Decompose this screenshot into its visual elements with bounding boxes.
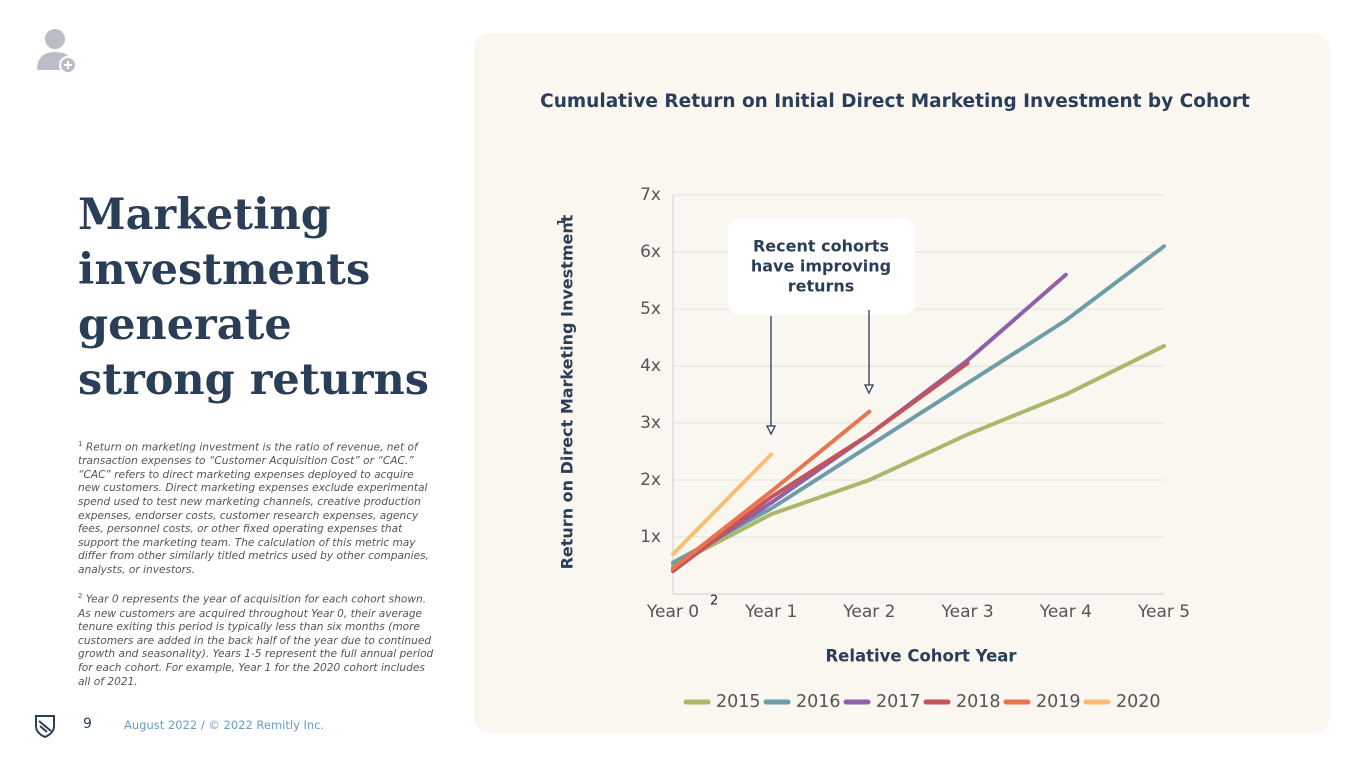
series-line <box>671 244 1166 565</box>
x-tick-label: Year 1 <box>744 602 797 622</box>
legend-label: 2015 <box>716 692 761 712</box>
x-tick-label: Year 3 <box>940 602 993 622</box>
annotation: returns <box>788 277 855 296</box>
y-tick-label: 3x <box>640 413 661 433</box>
footnote-text: Return on marketing investment is the ra… <box>78 441 429 576</box>
footnote-text: Year 0 represents the year of acquisitio… <box>78 594 434 688</box>
y-tick-label: 2x <box>640 470 661 490</box>
footnotes: 1 Return on marketing investment is the … <box>78 438 434 702</box>
series-line <box>671 344 1166 568</box>
legend-label: 2020 <box>1116 692 1161 712</box>
footer: August 2022 / © 2022 Remitly Inc. <box>124 718 325 732</box>
footnote: 2 Year 0 represents the year of acquisit… <box>78 590 434 689</box>
annotation-arrow <box>765 310 875 436</box>
plot: 1x 2x 3x 4x 5x 6x 7x Year 0 Year 1 Year 2 Year 3 Ye… <box>640 185 1190 712</box>
series-line <box>671 361 970 574</box>
annotation-box <box>728 218 915 315</box>
logo <box>35 715 55 739</box>
chart-title: Cumulative Return on Initial Direct Mark… <box>540 91 1250 112</box>
y-tick-label: 6x <box>640 242 661 262</box>
legend-label: 2018 <box>956 692 1001 712</box>
y-tick-label: 5x <box>640 299 661 319</box>
x-tick-label: Year 4 <box>1039 602 1092 622</box>
y-tick-label: 7x <box>640 185 661 205</box>
footnote: 1 Return on marketing investment is the … <box>78 438 434 577</box>
legend-label: 2019 <box>1036 692 1081 712</box>
annotation: have improving <box>751 257 891 276</box>
y-axis-label: Return on Direct Marketing Investment <box>558 214 577 569</box>
y-tick-label: 4x <box>640 356 661 376</box>
x-tick-note: 2 <box>710 594 718 609</box>
footnote-marker: 2 <box>78 592 83 601</box>
legend-label: 2017 <box>876 692 921 712</box>
y-axis-note: 1 <box>555 218 568 226</box>
x-tick-label: Year 2 <box>842 602 895 622</box>
chart-panel <box>474 33 1330 733</box>
user-icon <box>37 29 77 74</box>
series-line <box>671 452 774 557</box>
x-tick-label: Year 5 <box>1137 602 1190 622</box>
x-axis-label: Relative Cohort Year <box>825 647 1017 666</box>
heading: Marketing investments generate strong re… <box>78 190 429 405</box>
annotation: Recent cohorts <box>753 237 889 256</box>
page-number: 9 <box>83 716 92 732</box>
series-line <box>671 409 872 571</box>
y-tick-label: 1x <box>640 527 661 547</box>
footnote-marker: 1 <box>78 440 83 448</box>
x-tick-label: Year 0 <box>646 602 699 622</box>
legend-label: 2016 <box>796 692 841 712</box>
